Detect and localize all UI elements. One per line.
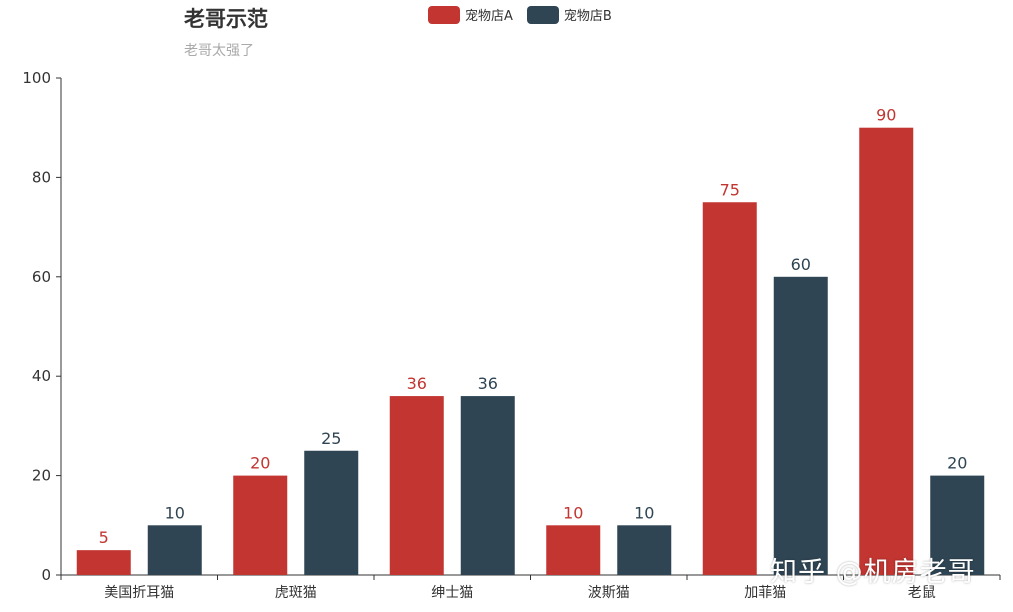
y-tick-label: 60 bbox=[32, 268, 51, 286]
x-tick-label: 老鼠 bbox=[908, 585, 936, 601]
data-label: 5 bbox=[99, 528, 109, 547]
bar bbox=[147, 525, 202, 575]
y-tick-label: 100 bbox=[22, 69, 51, 87]
legend-item-series-a[interactable]: 宠物店A bbox=[428, 5, 513, 24]
data-label: 20 bbox=[250, 454, 270, 473]
x-tick-label: 虎斑猫 bbox=[275, 585, 317, 601]
x-tick-label: 波斯猫 bbox=[588, 585, 630, 601]
data-label: 36 bbox=[407, 374, 427, 393]
data-label: 20 bbox=[947, 454, 967, 473]
bar bbox=[546, 525, 601, 575]
legend-item-series-b[interactable]: 宠物店B bbox=[526, 5, 612, 24]
legend: 宠物店A 宠物店B bbox=[428, 5, 612, 24]
bar bbox=[304, 450, 359, 575]
data-label: 25 bbox=[321, 429, 341, 448]
x-tick-label: 美国折耳猫 bbox=[104, 585, 174, 601]
bar bbox=[76, 550, 131, 575]
bar bbox=[233, 475, 288, 575]
chart-subtitle: 老哥太强了 bbox=[184, 43, 254, 59]
legend-swatch-series-b bbox=[526, 5, 559, 24]
data-label: 10 bbox=[563, 503, 583, 522]
y-tick-label: 80 bbox=[32, 168, 51, 186]
data-label: 90 bbox=[876, 106, 896, 125]
data-label: 36 bbox=[478, 374, 498, 393]
bar bbox=[617, 525, 672, 575]
bar bbox=[460, 396, 515, 575]
bar bbox=[389, 396, 444, 575]
legend-label-series-b: 宠物店B bbox=[563, 9, 612, 24]
data-label: 75 bbox=[720, 180, 740, 199]
chart-title: 老哥示范 bbox=[184, 7, 268, 31]
y-tick-label: 0 bbox=[41, 566, 51, 584]
y-tick-label: 20 bbox=[32, 467, 51, 485]
bar bbox=[773, 276, 828, 575]
bar bbox=[702, 202, 757, 575]
x-tick-label: 加菲猫 bbox=[744, 585, 786, 601]
data-label: 10 bbox=[165, 503, 185, 522]
data-label: 10 bbox=[634, 503, 654, 522]
x-tick-label: 绅士猫 bbox=[431, 585, 473, 601]
legend-label-series-a: 宠物店A bbox=[465, 9, 513, 24]
legend-swatch-series-a bbox=[428, 5, 460, 24]
bar bbox=[930, 475, 985, 575]
watermark: 知乎 @机房老哥 bbox=[770, 557, 976, 588]
bar bbox=[859, 127, 914, 575]
data-label: 60 bbox=[791, 255, 811, 274]
y-tick-label: 40 bbox=[32, 367, 51, 385]
